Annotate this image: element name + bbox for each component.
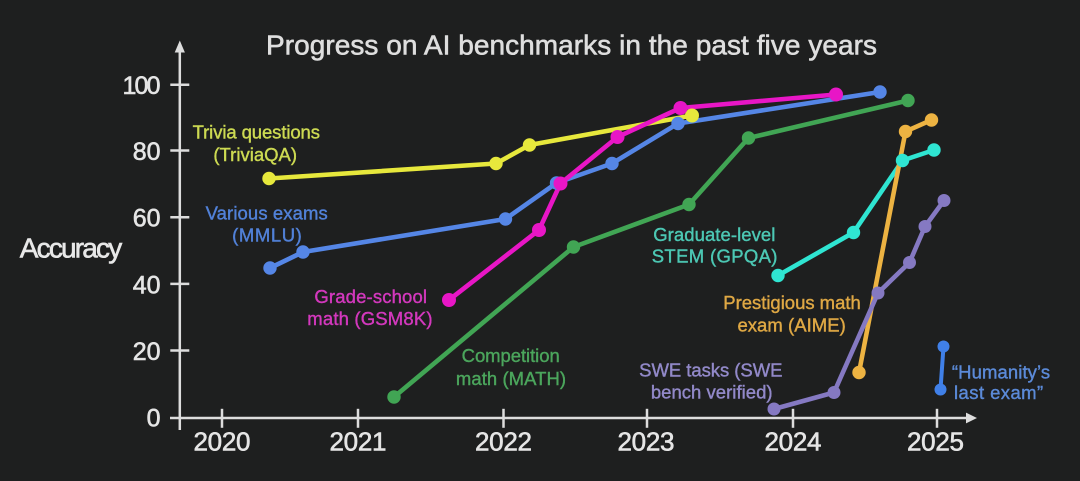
svg-text:Competition: Competition [462, 345, 560, 366]
svg-text:(MMLU): (MMLU) [232, 225, 302, 246]
svg-text:math (MATH): math (MATH) [456, 368, 566, 389]
svg-text:100: 100 [123, 72, 161, 100]
svg-text:2023: 2023 [618, 427, 675, 457]
svg-text:2021: 2021 [330, 427, 387, 457]
svg-text:0: 0 [147, 404, 161, 432]
svg-text:(TriviaQA): (TriviaQA) [213, 144, 297, 165]
svg-text:Graduate-level: Graduate-level [653, 224, 775, 245]
svg-text:bench verified): bench verified) [651, 381, 773, 402]
svg-text:40: 40 [133, 271, 161, 299]
svg-text:last exam”: last exam” [954, 382, 1043, 403]
svg-text:20: 20 [133, 338, 161, 366]
svg-text:SWE tasks (SWE: SWE tasks (SWE [639, 360, 782, 381]
svg-text:Trivia questions: Trivia questions [193, 122, 320, 143]
svg-text:Prestigious math: Prestigious math [723, 292, 861, 313]
svg-text:2025: 2025 [907, 427, 964, 457]
svg-text:exam (AIME): exam (AIME) [737, 315, 845, 336]
svg-text:“Humanity’s: “Humanity’s [952, 361, 1050, 382]
svg-text:STEM (GPQA): STEM (GPQA) [652, 245, 778, 266]
svg-text:2020: 2020 [194, 427, 251, 457]
svg-text:Various exams: Various exams [206, 202, 328, 223]
svg-text:Progress on AI benchmarks in t: Progress on AI benchmarks in the past fi… [266, 30, 877, 61]
svg-text:2024: 2024 [765, 427, 822, 457]
svg-text:80: 80 [133, 138, 161, 166]
svg-text:60: 60 [133, 205, 161, 233]
svg-text:Grade-school: Grade-school [314, 286, 427, 307]
svg-text:math (GSM8K): math (GSM8K) [307, 308, 432, 329]
svg-text:2022: 2022 [475, 427, 532, 457]
svg-text:Accuracy: Accuracy [20, 233, 123, 264]
